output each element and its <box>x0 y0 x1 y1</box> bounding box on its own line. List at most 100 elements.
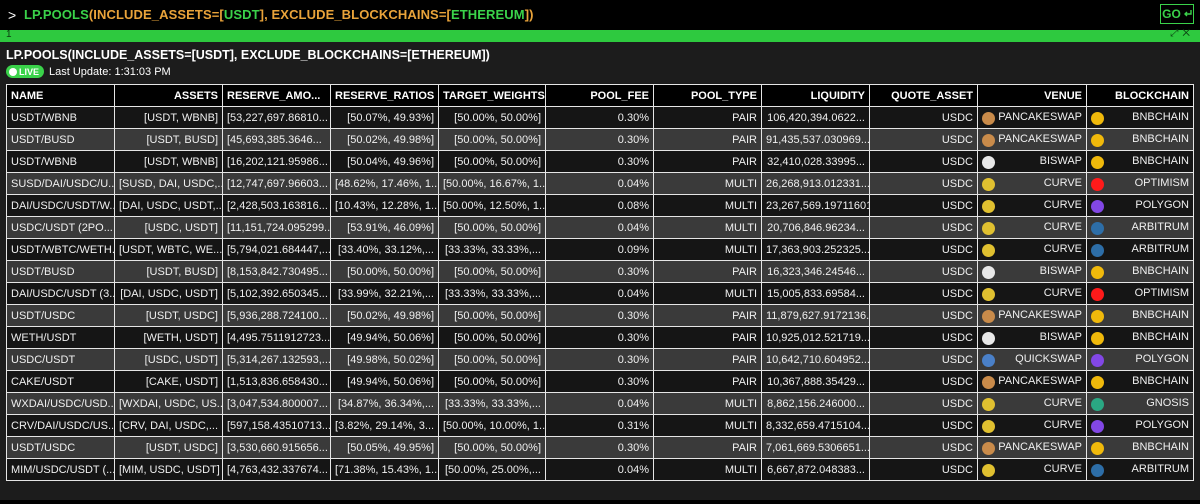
table-cell: 10,925,012.521719... <box>761 326 870 349</box>
pools-table-container[interactable]: NAME ASSETS RESERVE_AMO... RESERVE_RATIO… <box>6 84 1196 504</box>
table-cell: 0.04% <box>545 282 654 305</box>
expand-icon[interactable]: ⤢ <box>1170 28 1183 39</box>
table-cell: 10,367,888.35429... <box>761 370 870 393</box>
table-cell: 91,435,537.030969... <box>761 128 870 151</box>
pancakeswap-bunny-icon <box>982 133 995 147</box>
table-cell: PAIR <box>653 128 762 151</box>
table-row[interactable]: DAI/USDC/USDT (3... [DAI, USDC, USDT] [5,1… <box>6 282 1194 305</box>
table-cell: [3.82%, 29.14%, 3... <box>330 414 439 437</box>
table-row[interactable]: MIM/USDC/USDT (... [MIM, USDC, USDT] [4,76… <box>6 458 1194 481</box>
table-cell: PAIR <box>653 106 762 129</box>
table-cell: CURVE <box>977 194 1087 217</box>
table-cell: [49.94%, 50.06%] <box>330 370 439 393</box>
table-cell: 0.04% <box>545 458 654 481</box>
table-cell: [49.98%, 50.02%] <box>330 348 439 371</box>
column-header[interactable]: VENUE <box>977 84 1087 107</box>
table-cell: USDC <box>869 436 978 459</box>
column-header[interactable]: NAME <box>6 84 115 107</box>
results-panel: LP.POOLS(INCLUDE_ASSETS=[USDT], EXCLUDE_… <box>0 42 1200 500</box>
table-row[interactable]: DAI/USDC/USDT/W... [DAI, USDC, USDT,... [2… <box>6 194 1194 217</box>
table-cell: [50.00%, 50.00%] <box>438 260 546 283</box>
table-row[interactable]: CAKE/USDT [CAKE, USDT] [1,513,836.658430..… <box>6 370 1194 393</box>
table-cell: USDC <box>869 172 978 195</box>
table-cell: [50.02%, 49.98%] <box>330 304 439 327</box>
blockchain-label: BNBCHAIN <box>1132 308 1189 321</box>
command-param-include: INCLUDE_ASSETS= <box>93 7 220 22</box>
table-cell: USDC <box>869 128 978 151</box>
table-cell: 6,667,872.048383... <box>761 458 870 481</box>
blockchain-label: ARBITRUM <box>1131 242 1189 255</box>
table-cell: USDC <box>869 238 978 261</box>
live-badge: LIVE <box>6 65 45 78</box>
column-header[interactable]: LIQUIDITY <box>761 84 870 107</box>
table-row[interactable]: USDT/WBNB [USDT, WBNB] [16,202,121.95986..… <box>6 150 1194 173</box>
column-header[interactable]: POOL_FEE <box>545 84 654 107</box>
table-row[interactable]: SUSD/DAI/USDC/U... [SUSD, DAI, USDC,... [1… <box>6 172 1194 195</box>
venue-label: PANCAKESWAP <box>998 308 1082 321</box>
bnb-chain-icon <box>1091 155 1104 169</box>
table-cell: 0.04% <box>545 172 654 195</box>
table-cell: [5,936,288.724100... <box>222 304 331 327</box>
blockchain-label: BNBCHAIN <box>1132 110 1189 123</box>
table-cell: 16,323,346.24546... <box>761 260 870 283</box>
table-row[interactable]: USDC/USDT [USDC, USDT] [5,314,267.132593,.… <box>6 348 1194 371</box>
table-cell: USDT/BUSD <box>6 260 115 283</box>
table-cell: [49.94%, 50.06%] <box>330 326 439 349</box>
table-cell: [USDT, BUSD] <box>114 260 223 283</box>
go-button[interactable]: GO <box>1160 4 1194 24</box>
table-cell: [50.00%, 50.00%] <box>438 128 546 151</box>
column-header[interactable]: TARGET_WEIGHTS <box>438 84 546 107</box>
table-row[interactable]: USDT/WBNB [USDT, WBNB] [53,227,697.86810..… <box>6 106 1194 129</box>
blockchain-label: BNBCHAIN <box>1132 264 1189 277</box>
bnb-chain-icon <box>1091 375 1104 389</box>
column-header[interactable]: BLOCKCHAIN <box>1086 84 1194 107</box>
panel-tab-number[interactable]: 1 <box>6 29 12 40</box>
table-cell: [53,227,697.86810... <box>222 106 331 129</box>
table-row[interactable]: USDT/BUSD [USDT, BUSD] [45,693,385.3646...… <box>6 128 1194 151</box>
column-header[interactable]: RESERVE_RATIOS <box>330 84 439 107</box>
table-row[interactable]: USDC/USDT (2PO... [USDC, USDT] [11,151,724… <box>6 216 1194 239</box>
table-cell: USDC <box>869 216 978 239</box>
table-row[interactable]: USDT/USDC [USDT, USDC] [3,530,660.915656..… <box>6 436 1194 459</box>
blockchain-label: BNBCHAIN <box>1132 330 1189 343</box>
table-cell: USDC <box>869 106 978 129</box>
column-header[interactable]: QUOTE_ASSET <box>869 84 978 107</box>
table-cell: USDT/USDC <box>6 436 115 459</box>
table-cell: [USDT, USDC] <box>114 304 223 327</box>
column-header[interactable]: POOL_TYPE <box>653 84 762 107</box>
command-input[interactable]: LP.POOLS(INCLUDE_ASSETS=[USDT], EXCLUDE_… <box>24 7 534 22</box>
table-row[interactable]: USDT/BUSD [USDT, BUSD] [8,153,842.730495..… <box>6 260 1194 283</box>
table-cell: USDC <box>869 370 978 393</box>
bnb-chain-icon <box>1091 111 1104 125</box>
table-cell: PAIR <box>653 370 762 393</box>
column-header[interactable]: RESERVE_AMO... <box>222 84 331 107</box>
table-row[interactable]: USDT/USDC [USDT, USDC] [5,936,288.724100..… <box>6 304 1194 327</box>
table-cell: BNBCHAIN <box>1086 326 1194 349</box>
table-cell: USDT/USDC <box>6 304 115 327</box>
table-cell: 8,862,156.246000... <box>761 392 870 415</box>
venue-label: CURVE <box>1043 198 1082 211</box>
table-cell: USDC <box>869 304 978 327</box>
table-row[interactable]: WXDAI/USDC/USD... [WXDAI, USDC, US... [3,0… <box>6 392 1194 415</box>
table-cell: [50.00%, 50.00%] <box>330 260 439 283</box>
table-cell: PAIR <box>653 260 762 283</box>
arbitrum-icon <box>1091 463 1104 477</box>
close-icon[interactable]: ✕ <box>1182 28 1194 39</box>
table-cell: [50.00%, 50.00%] <box>438 348 546 371</box>
command-value-include: USDT <box>223 7 260 22</box>
table-cell: CURVE <box>977 238 1087 261</box>
polygon-icon <box>1091 199 1104 213</box>
table-cell: PANCAKESWAP <box>977 436 1087 459</box>
table-cell: 23,267,569.19711601 <box>761 194 870 217</box>
command-bracket: [ <box>446 7 451 22</box>
table-cell: [33.33%, 33.33%,... <box>438 392 546 415</box>
table-cell: [33.99%, 32.21%,... <box>330 282 439 305</box>
blockchain-label: BNBCHAIN <box>1132 374 1189 387</box>
table-row[interactable]: CRV/DAI/USDC/US... [CRV, DAI, USDC,... [59… <box>6 414 1194 437</box>
column-header[interactable]: ASSETS <box>114 84 223 107</box>
command-bracket: [ <box>219 7 224 22</box>
biswap-logo-icon <box>982 265 995 279</box>
table-row[interactable]: USDT/WBTC/WETH... [USDT, WBTC, WE... [5,79… <box>6 238 1194 261</box>
panel-tab-bar: 1 ⤢✕ <box>0 28 1200 42</box>
table-row[interactable]: WETH/USDT [WETH, USDT] [4,495.7511912723..… <box>6 326 1194 349</box>
